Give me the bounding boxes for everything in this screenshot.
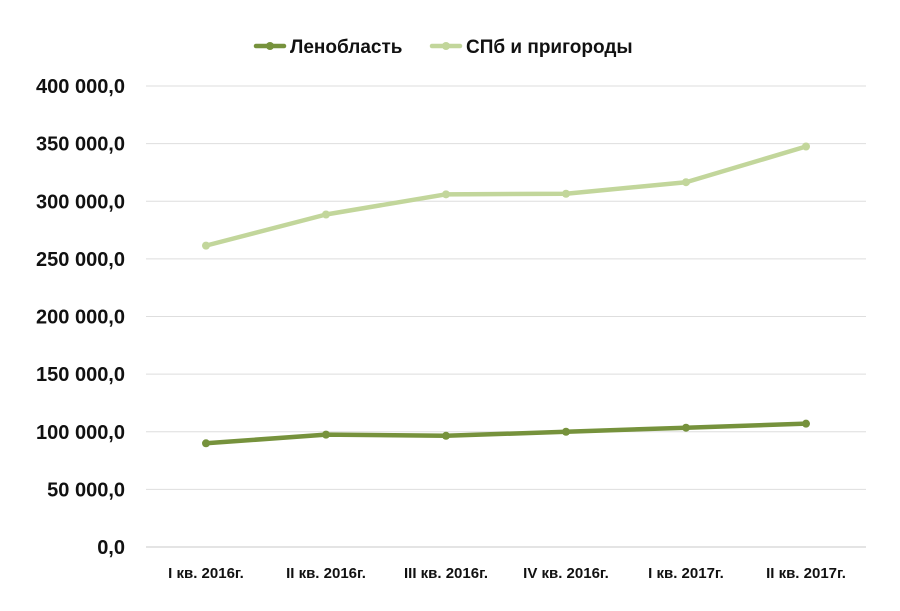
data-point bbox=[682, 178, 690, 187]
y-tick-label: 50 000,0 bbox=[47, 479, 125, 501]
data-point bbox=[562, 189, 570, 198]
data-point bbox=[202, 439, 210, 448]
data-point bbox=[442, 190, 450, 199]
y-tick-label: 200 000,0 bbox=[36, 307, 125, 329]
legend-marker bbox=[442, 42, 450, 50]
legend-marker bbox=[266, 42, 274, 50]
x-axis-ticks: I кв. 2016г. II кв. 2016г. III кв. 2016г. I… bbox=[168, 565, 846, 582]
series-2 bbox=[202, 142, 810, 250]
x-tick-label: III кв. 2016г. bbox=[404, 565, 488, 582]
x-tick-label: II кв. 2017г. bbox=[766, 565, 846, 582]
data-point bbox=[202, 241, 210, 250]
data-point bbox=[802, 419, 810, 428]
legend-label: СПб и пригороды bbox=[466, 37, 633, 58]
x-tick-label: II кв. 2016г. bbox=[286, 565, 366, 582]
legend-item: Ленобласть bbox=[253, 37, 402, 58]
series-1 bbox=[202, 419, 810, 448]
y-tick-label: 100 000,0 bbox=[36, 422, 125, 444]
gridlines bbox=[146, 85, 866, 548]
y-axis-ticks: 0,0 50 000,0 100 000,0 150 000,0 200 000,0 25… bbox=[36, 76, 125, 559]
data-point bbox=[322, 210, 330, 219]
data-point bbox=[682, 423, 690, 432]
y-tick-label: 400 000,0 bbox=[36, 76, 125, 98]
series-lines bbox=[202, 142, 810, 448]
x-tick-label: I кв. 2017г. bbox=[648, 565, 724, 582]
legend-item: СПб и пригороды bbox=[429, 37, 633, 58]
x-tick-label: I кв. 2016г. bbox=[168, 565, 244, 582]
data-point bbox=[322, 430, 330, 439]
data-point bbox=[442, 431, 450, 440]
series-line bbox=[203, 421, 809, 446]
legend-label: Ленобласть bbox=[290, 37, 402, 58]
y-tick-label: 300 000,0 bbox=[36, 191, 125, 213]
x-tick-label: IV кв. 2016г. bbox=[523, 565, 609, 582]
data-point bbox=[802, 142, 810, 151]
data-point bbox=[562, 427, 570, 436]
y-tick-label: 0,0 bbox=[97, 537, 125, 559]
legend: Ленобласть СПб и пригороды bbox=[253, 37, 633, 58]
y-tick-label: 350 000,0 bbox=[36, 134, 125, 156]
y-tick-label: 250 000,0 bbox=[36, 249, 125, 271]
series-line bbox=[203, 144, 809, 248]
y-tick-label: 150 000,0 bbox=[36, 364, 125, 386]
